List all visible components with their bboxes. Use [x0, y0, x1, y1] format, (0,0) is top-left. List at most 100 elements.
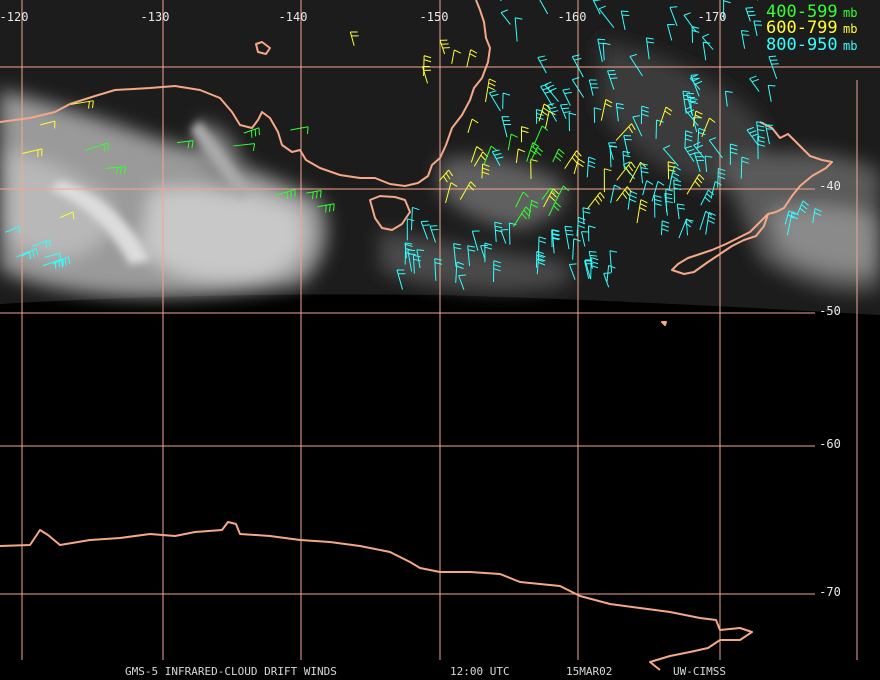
wind-barb [729, 143, 738, 165]
wind-barb [692, 110, 703, 127]
wind-barb [686, 173, 705, 195]
wind-barb [655, 119, 664, 139]
wind-barb [651, 181, 665, 202]
wind-barb [724, 90, 733, 107]
wind-barb [317, 203, 335, 213]
wind-barb [620, 10, 630, 30]
longitude-label: -140 [279, 10, 308, 24]
wind-barb [537, 55, 547, 74]
longitude-label: -160 [558, 10, 587, 24]
wind-barb [670, 165, 681, 181]
wind-barb [540, 83, 553, 107]
wind-barb [717, 167, 726, 188]
wind-barb [615, 102, 625, 122]
wind-barb [590, 257, 599, 280]
wind-barb [32, 239, 51, 249]
wind-barb [753, 20, 763, 37]
wind-barb [659, 106, 673, 126]
wind-barb [420, 220, 430, 240]
wind-barb [636, 199, 648, 224]
wind-barb [484, 78, 497, 103]
wind-barb [609, 145, 618, 168]
wind-barb [629, 161, 647, 183]
wind-barb [410, 206, 420, 231]
wind-barb [765, 124, 774, 145]
wind-barb [535, 108, 544, 124]
nz-north-island [759, 121, 833, 215]
legend-range: 800-950 [766, 35, 838, 55]
wind-barb [484, 242, 493, 263]
wind-barb [740, 156, 750, 179]
wind-barb [543, 188, 559, 208]
wind-barb [541, 187, 556, 200]
wind-barb [597, 38, 606, 63]
wind-barb [710, 181, 722, 198]
wind-barb [544, 81, 559, 102]
wind-barb [686, 93, 697, 117]
wind-barb [660, 220, 670, 236]
wind-barb [429, 225, 439, 243]
wind-barb [669, 6, 678, 27]
wind-barb [70, 100, 94, 109]
wind-barb [445, 182, 458, 204]
cloud-cover [0, 40, 880, 297]
longitude-label: -120 [0, 10, 28, 24]
wind-barb [684, 145, 697, 162]
wind-barb [740, 30, 750, 49]
longitude-label: -150 [420, 10, 449, 24]
wind-barb [492, 260, 501, 282]
wind-barb [416, 249, 425, 269]
wind-barb [784, 210, 796, 225]
wind-barb [459, 181, 476, 200]
wind-barb [453, 243, 462, 267]
wind-barb [52, 256, 71, 268]
cloud-streaks [50, 120, 250, 265]
wind-barb [480, 244, 488, 260]
wind-barb [21, 247, 39, 260]
wind-barb [610, 184, 622, 204]
islet [661, 321, 667, 326]
wind-barb [666, 24, 675, 41]
legend-range: 400-599 [766, 2, 838, 22]
wind-barb [536, 253, 546, 275]
wind-barb [708, 137, 723, 159]
wind-barb [548, 201, 562, 217]
wind-barb [544, 111, 556, 129]
wind-barb [586, 156, 596, 178]
wind-barb [5, 226, 21, 234]
wind-barb [615, 123, 636, 141]
wind-barb [568, 263, 577, 280]
wind-barb [455, 261, 464, 283]
wind-barb [488, 90, 501, 112]
wind-barb [59, 211, 75, 220]
wind-barb [44, 252, 61, 261]
wind-barb [412, 254, 421, 274]
wind-barb [515, 148, 526, 163]
legend-unit: mb [843, 39, 857, 53]
legend-unit: mb [843, 6, 857, 20]
wind-barb [685, 219, 694, 236]
wind-barb [467, 118, 479, 134]
longitude-label: -170 [698, 10, 727, 24]
wind-barb [682, 90, 692, 114]
wind-barb [500, 229, 509, 244]
wind-barb [568, 112, 577, 131]
wind-barb [22, 148, 43, 158]
wind-barb [603, 168, 612, 193]
tasmania-coast [369, 195, 411, 231]
wind-barb [571, 54, 584, 78]
wind-barb [705, 211, 716, 235]
wind-barb [470, 146, 483, 163]
wind-barb [434, 258, 443, 281]
wind-barb [290, 126, 309, 135]
wind-barb [571, 77, 585, 98]
wind-barb [756, 121, 765, 141]
footer-product: GMS-5 INFRARED-CLOUD DRIFT WINDS [125, 665, 337, 678]
legend: 400-599 mb 600-799 mb 800-950 mb [766, 2, 857, 55]
nz-south-island [671, 213, 769, 275]
footer-source: UW-CIMSS [673, 665, 726, 678]
coastlines [0, 0, 833, 671]
wind-barb [588, 250, 598, 269]
wind-barb [396, 269, 406, 290]
wind-barb [693, 152, 705, 173]
